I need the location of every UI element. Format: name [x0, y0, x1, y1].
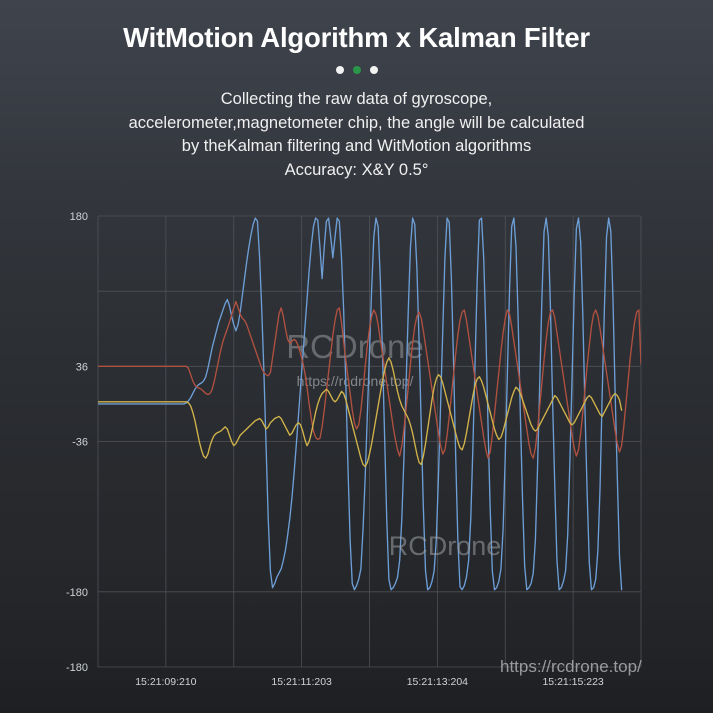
y-tick-label: 36	[76, 361, 88, 373]
watermark-url-upper: https://rcdrone.top/	[297, 373, 414, 389]
carousel-dot-2-active[interactable]	[352, 65, 361, 74]
subtitle-line-3: by theKalman filtering and WitMotion alg…	[181, 137, 532, 156]
carousel-dots[interactable]	[0, 64, 713, 76]
angle-time-chart: 180 36 -36 -180 -180 RCDrone https://rcdrone…	[66, 211, 642, 688]
subtitle-line-1: Collecting the raw data of gyroscope,	[220, 89, 493, 108]
watermark-brand-lower: RCDrone	[389, 531, 502, 561]
subtitle-line-4: Accuracy: X&Y 0.5°	[284, 161, 429, 180]
x-tick-label: 15:21:13:204	[407, 676, 468, 688]
y-tick-label: -36	[72, 437, 88, 449]
carousel-dot-3[interactable]	[369, 65, 378, 74]
carousel-dot-1[interactable]	[335, 65, 344, 74]
y-tick-label: -180	[66, 662, 88, 674]
watermark-url-lower: https://rcdrone.top/	[500, 657, 642, 676]
x-tick-label: 15:21:11:203	[271, 676, 332, 688]
subtitle-line-2: accelerometer,magnetometer chip, the ang…	[128, 113, 585, 132]
x-tick-label: 15:21:09:210	[135, 676, 196, 688]
series-line-roll	[98, 300, 641, 459]
chart-gridlines	[97, 215, 642, 668]
subtitle: Collecting the raw data of gyroscope, ac…	[0, 76, 713, 184]
y-axis-tick-labels: 180 36 -36 -180 -180	[66, 211, 88, 674]
x-tick-label: 15:21:15:223	[542, 676, 603, 688]
chart-series-group	[98, 217, 641, 591]
watermark-brand-upper: RCDrone	[286, 328, 424, 365]
page-title: WitMotion Algorithm x Kalman Filter	[123, 22, 590, 53]
y-tick-label: -180	[66, 587, 88, 599]
series-line-yaw	[98, 217, 623, 591]
y-tick-label: 180	[70, 211, 88, 223]
chart-container: 180 36 -36 -180 -180 RCDrone https://rcdrone…	[0, 200, 713, 713]
header: WitMotion Algorithm x Kalman Filter Coll…	[0, 0, 713, 183]
series-line-pitch	[98, 357, 623, 468]
x-axis-tick-labels: 15:21:09:210 15:21:11:203 15:21:13:204 15:2…	[135, 676, 604, 688]
